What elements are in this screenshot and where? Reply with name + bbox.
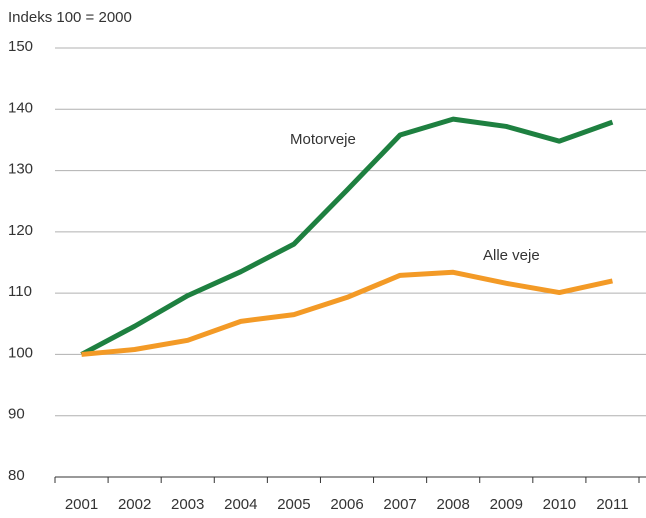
y-tick-label: 120 — [8, 222, 33, 239]
x-tick-label: 2004 — [224, 496, 257, 513]
y-tick-label: 130 — [8, 161, 33, 178]
x-tick-label: 2001 — [65, 496, 98, 513]
series-line — [80, 116, 614, 357]
y-tick-label: 140 — [8, 99, 33, 116]
x-tick-label: 2002 — [118, 496, 151, 513]
x-tick-label: 2007 — [383, 496, 416, 513]
y-tick-label: 150 — [8, 38, 33, 55]
x-tick-label: 2010 — [543, 496, 576, 513]
x-tick-label: 2008 — [436, 496, 469, 513]
y-axis-label: Indeks 100 = 2000 — [8, 9, 132, 26]
series-label: Alle veje — [483, 247, 540, 264]
x-tick-label: 2003 — [171, 496, 204, 513]
y-tick-label: 90 — [8, 406, 25, 423]
y-tick-label: 80 — [8, 467, 25, 484]
x-tick-label: 2006 — [330, 496, 363, 513]
y-tick-label: 100 — [8, 344, 33, 361]
x-tick-label: 2005 — [277, 496, 310, 513]
x-tick-label: 2011 — [596, 496, 628, 513]
series-line — [81, 269, 613, 357]
y-tick-label: 110 — [8, 283, 32, 300]
series-label: Motorveje — [290, 131, 356, 148]
x-tick-label: 2009 — [490, 496, 523, 513]
